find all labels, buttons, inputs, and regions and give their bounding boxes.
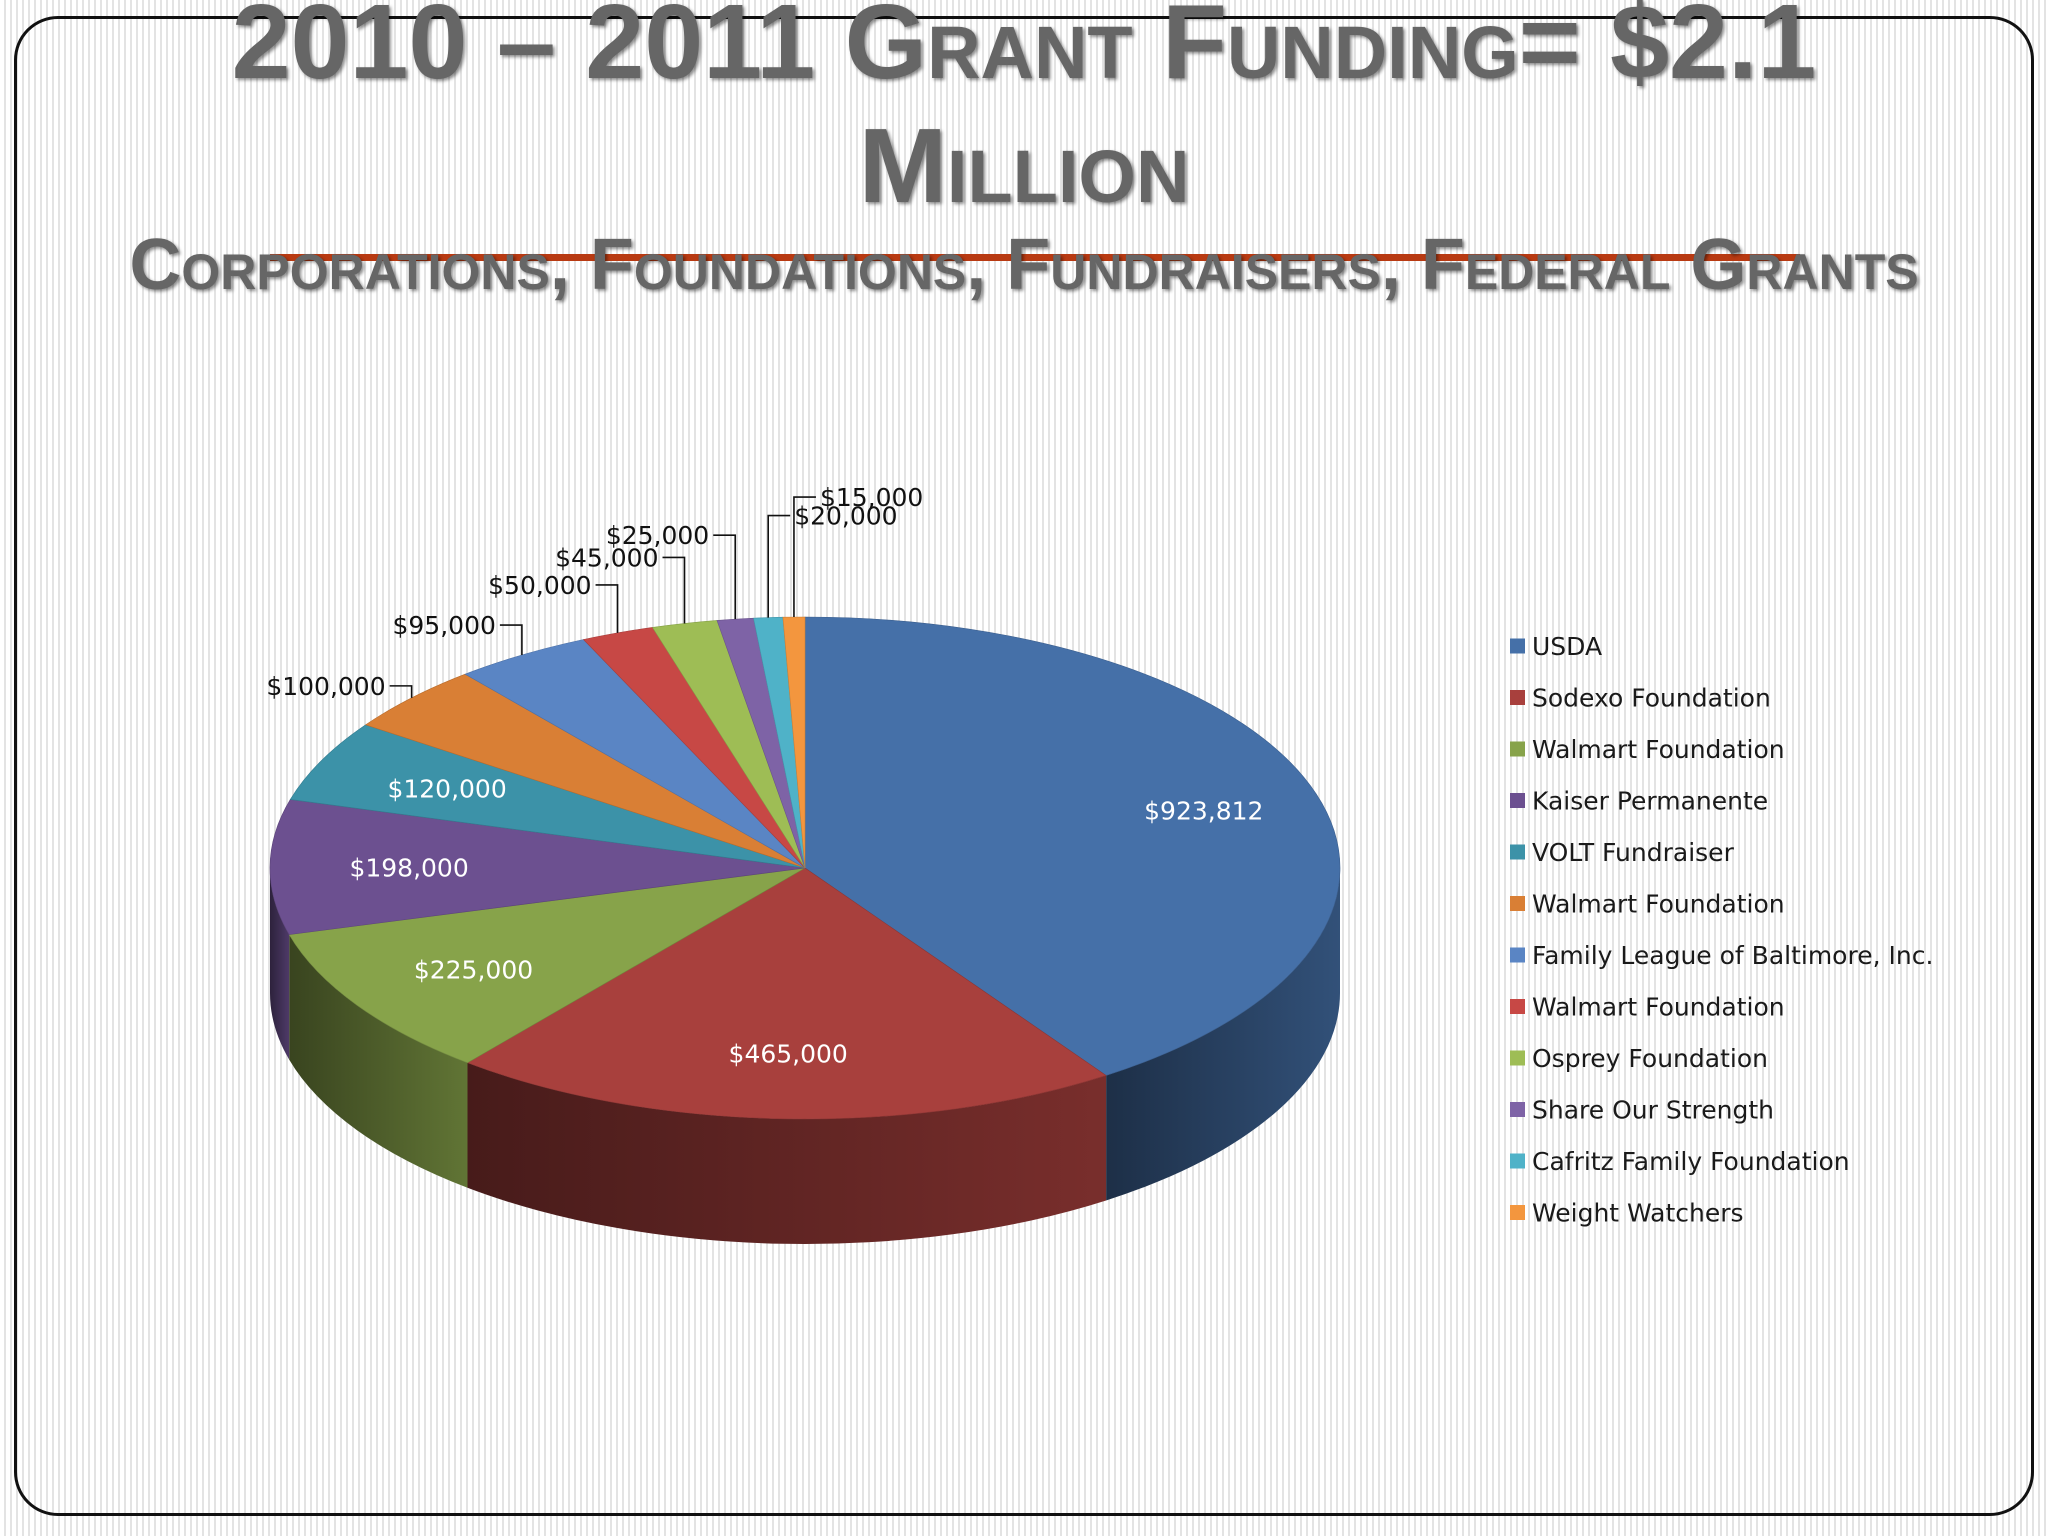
legend-swatch-10	[1510, 1153, 1525, 1169]
data-label-8: $45,000	[555, 543, 658, 572]
data-label-7: $50,000	[488, 571, 591, 600]
pie-side-kaiser-permanente-3	[270, 868, 290, 1060]
data-label-9: $25,000	[606, 521, 709, 550]
leader-line-8	[662, 556, 686, 624]
data-label-0: $923,812	[1144, 796, 1263, 825]
legend-label-1: Sodexo Foundation	[1532, 684, 1771, 713]
legend-swatch-8	[1510, 1050, 1525, 1066]
data-label-11: $15,000	[820, 483, 923, 512]
pie-slice-usda-0	[804, 616, 1341, 1076]
data-label-10: $20,000	[794, 502, 897, 531]
pie-slice-volt-fundraiser-4	[289, 724, 806, 869]
data-label-1: $465,000	[729, 1040, 848, 1069]
leader-line-10	[767, 514, 791, 618]
legend-swatch-9	[1510, 1102, 1525, 1117]
legend-swatch-6	[1510, 947, 1525, 963]
legend-swatch-7	[1510, 999, 1525, 1014]
legend-label-8: Osprey Foundation	[1532, 1044, 1768, 1073]
legend-label-6: Family League of Baltimore, Inc.	[1532, 941, 1933, 970]
leader-line-11	[793, 496, 816, 618]
data-label-2: $225,000	[414, 956, 533, 985]
legend-label-4: VOLT Fundraiser	[1532, 838, 1735, 867]
leader-line-7	[595, 584, 619, 633]
pie-side-usda-0	[1106, 868, 1340, 1201]
chart-legend: USDA Sodexo Foundation Walmart Foundation K…	[1510, 632, 1933, 1228]
legend-swatch-1	[1510, 690, 1525, 705]
data-label-3: $198,000	[349, 853, 468, 882]
title-accent-rule	[270, 254, 1800, 261]
leader-line-6	[499, 624, 523, 656]
legend-label-5: Walmart Foundation	[1532, 890, 1785, 919]
legend-label-0: USDA	[1532, 632, 1602, 661]
legend-swatch-2	[1510, 741, 1525, 757]
leader-line-9	[713, 534, 737, 620]
legend-swatch-5	[1510, 896, 1525, 911]
leader-line-5	[389, 685, 413, 698]
data-label-5: $100,000	[266, 672, 385, 701]
slide-frame	[14, 16, 2034, 1516]
legend-swatch-0	[1510, 638, 1525, 654]
slide-subtitle: Corporations, Foundations, Fundraisers, …	[129, 225, 1919, 305]
data-label-4: $120,000	[387, 775, 506, 804]
legend-label-11: Weight Watchers	[1532, 1199, 1744, 1228]
legend-swatch-3	[1510, 793, 1525, 808]
pie-slice-walmart-foundation-2	[288, 867, 806, 1064]
pie-data-labels: $923,812 $465,000 $225,000 $198,000 $120,000…	[266, 483, 1263, 1069]
legend-label-9: Share Our Strength	[1532, 1096, 1774, 1125]
pie-side-walls	[270, 868, 1340, 1244]
legend-swatch-11	[1510, 1205, 1525, 1220]
slide-title: 2010 – 2011 Grant Funding= $2.1 Million	[231, 0, 1817, 225]
data-label-6: $95,000	[393, 611, 496, 640]
pie-side-walmart-foundation-2	[289, 934, 468, 1188]
pie-top-slices	[269, 616, 1341, 1120]
legend-label-2: Walmart Foundation	[1532, 735, 1785, 764]
legend-label-3: Kaiser Permanente	[1532, 787, 1768, 816]
pie-side-sodexo-foundation-1	[467, 1062, 1107, 1244]
legend-label-7: Walmart Foundation	[1532, 993, 1785, 1022]
pie-slice-sodexo-foundation-1	[466, 867, 1107, 1120]
legend-swatch-4	[1510, 844, 1525, 860]
legend-label-10: Cafritz Family Foundation	[1532, 1147, 1850, 1176]
pie-slice-kaiser-permanente-3	[269, 799, 806, 935]
